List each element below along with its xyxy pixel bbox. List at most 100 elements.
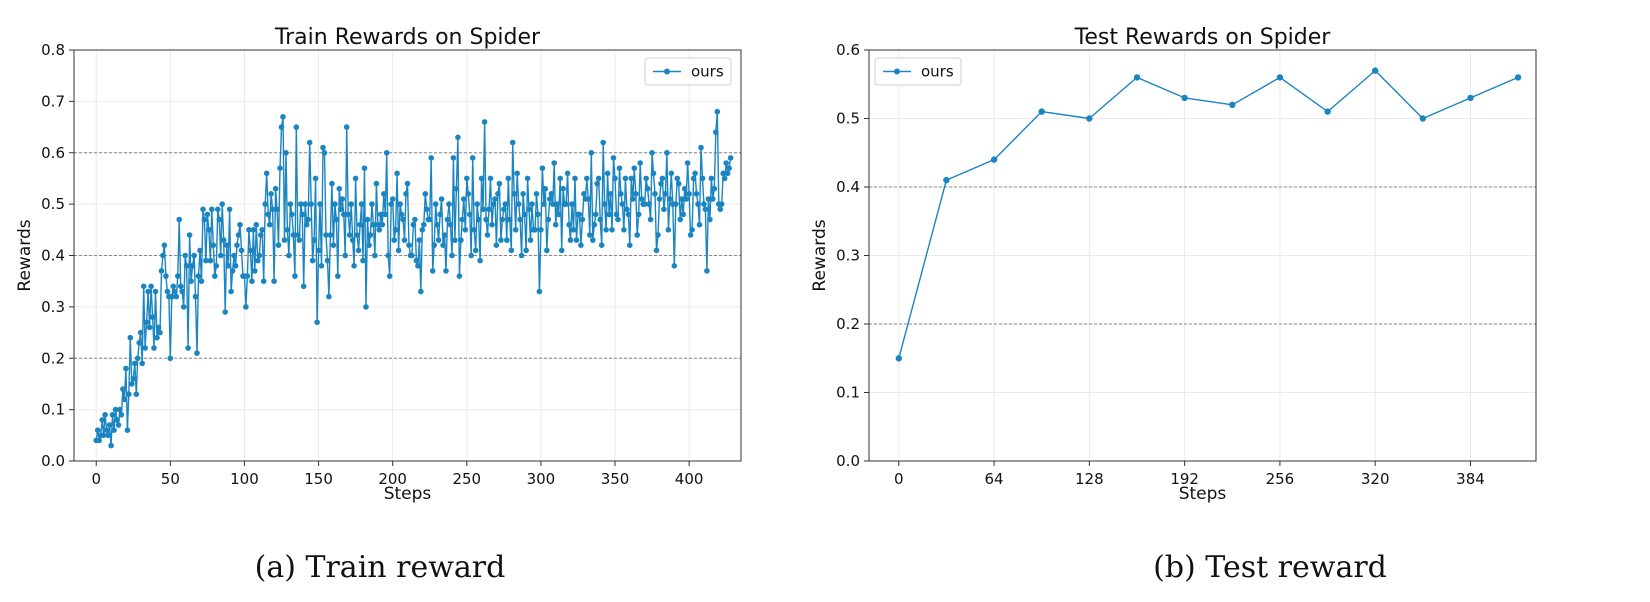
data-point bbox=[295, 232, 301, 238]
data-point bbox=[625, 211, 632, 218]
data-point bbox=[627, 242, 633, 248]
data-point bbox=[727, 155, 734, 161]
data-point bbox=[551, 160, 557, 166]
data-point bbox=[229, 268, 236, 274]
data-point bbox=[219, 201, 225, 207]
data-point bbox=[266, 221, 273, 228]
data-point bbox=[173, 293, 180, 300]
data-point bbox=[370, 221, 377, 228]
data-point bbox=[544, 247, 550, 254]
data-point bbox=[175, 273, 181, 279]
legend-box bbox=[644, 57, 732, 86]
data-point bbox=[467, 211, 473, 218]
data-point bbox=[643, 175, 649, 182]
train-rewards-chart: 0 50 100 150 200 250 300 350 400 0.0 0.1 0.2 0.3 0.4 0… bbox=[15, 25, 742, 504]
data-point bbox=[547, 196, 553, 202]
data-point bbox=[357, 221, 363, 228]
data-point bbox=[207, 257, 214, 264]
data-point bbox=[686, 191, 692, 197]
data-point bbox=[481, 119, 488, 125]
data-point bbox=[696, 221, 703, 228]
data-point bbox=[309, 257, 316, 264]
data-point bbox=[271, 278, 277, 285]
y-axis-label: Rewards bbox=[810, 219, 830, 291]
data-point bbox=[289, 211, 295, 218]
data-point bbox=[492, 196, 498, 202]
data-point bbox=[555, 211, 562, 218]
data-point bbox=[398, 211, 405, 218]
data-point bbox=[677, 216, 683, 223]
data-point bbox=[601, 201, 608, 207]
data-point bbox=[382, 211, 389, 218]
data-point bbox=[498, 237, 504, 243]
data-point bbox=[243, 304, 249, 310]
data-point bbox=[130, 376, 137, 382]
data-point bbox=[432, 201, 439, 207]
data-point bbox=[332, 201, 338, 207]
data-point bbox=[710, 196, 716, 202]
data-point bbox=[272, 185, 279, 192]
x-tick-label: 300 bbox=[527, 470, 556, 488]
data-point bbox=[567, 237, 574, 243]
legend-marker bbox=[664, 68, 670, 75]
data-point bbox=[665, 227, 672, 233]
data-point bbox=[612, 175, 618, 182]
data-point bbox=[681, 185, 688, 192]
data-point bbox=[584, 175, 590, 182]
data-point bbox=[484, 232, 491, 238]
data-point bbox=[563, 201, 569, 207]
data-point bbox=[105, 432, 111, 439]
data-point bbox=[305, 216, 312, 223]
data-point bbox=[410, 221, 417, 228]
data-point bbox=[426, 216, 433, 223]
data-point bbox=[220, 237, 227, 243]
data-point bbox=[1467, 94, 1474, 102]
data-point bbox=[450, 155, 457, 161]
data-point bbox=[277, 165, 283, 171]
data-point bbox=[493, 242, 500, 248]
data-point bbox=[212, 273, 218, 279]
data-point bbox=[210, 242, 217, 248]
data-point bbox=[570, 227, 577, 233]
data-point bbox=[385, 252, 392, 259]
data-point bbox=[180, 304, 187, 310]
data-point bbox=[99, 417, 105, 423]
data-point bbox=[509, 139, 516, 146]
data-point bbox=[222, 309, 228, 315]
data-point bbox=[254, 257, 261, 264]
data-point bbox=[115, 422, 122, 428]
data-point bbox=[535, 211, 541, 218]
data-point bbox=[170, 283, 177, 290]
data-point bbox=[121, 396, 128, 403]
data-point bbox=[533, 191, 540, 197]
data-point bbox=[726, 165, 732, 171]
data-point bbox=[94, 427, 101, 434]
data-point bbox=[461, 196, 467, 202]
y-tick-label: 0.1 bbox=[836, 384, 860, 402]
data-point bbox=[661, 206, 667, 213]
data-point bbox=[581, 191, 587, 197]
data-point bbox=[474, 201, 481, 207]
data-point bbox=[505, 175, 512, 182]
data-point bbox=[477, 257, 483, 264]
data-point bbox=[507, 216, 513, 223]
data-point bbox=[403, 191, 409, 197]
data-point bbox=[603, 227, 609, 233]
data-point bbox=[234, 242, 240, 248]
data-point bbox=[389, 196, 396, 202]
data-point bbox=[182, 252, 188, 259]
data-point bbox=[698, 144, 704, 151]
data-point bbox=[618, 191, 624, 197]
data-point bbox=[462, 227, 469, 233]
data-point bbox=[990, 156, 998, 163]
data-point bbox=[615, 216, 621, 223]
data-point bbox=[326, 293, 332, 300]
data-point bbox=[536, 288, 543, 295]
data-point bbox=[126, 391, 132, 398]
y-tick-label: 0.6 bbox=[41, 144, 65, 162]
data-point bbox=[527, 237, 534, 243]
data-point bbox=[465, 191, 472, 197]
x-tick-label: 320 bbox=[1361, 470, 1390, 488]
chart-title: Train Rewards on Spider bbox=[274, 25, 541, 50]
data-point bbox=[526, 206, 532, 213]
